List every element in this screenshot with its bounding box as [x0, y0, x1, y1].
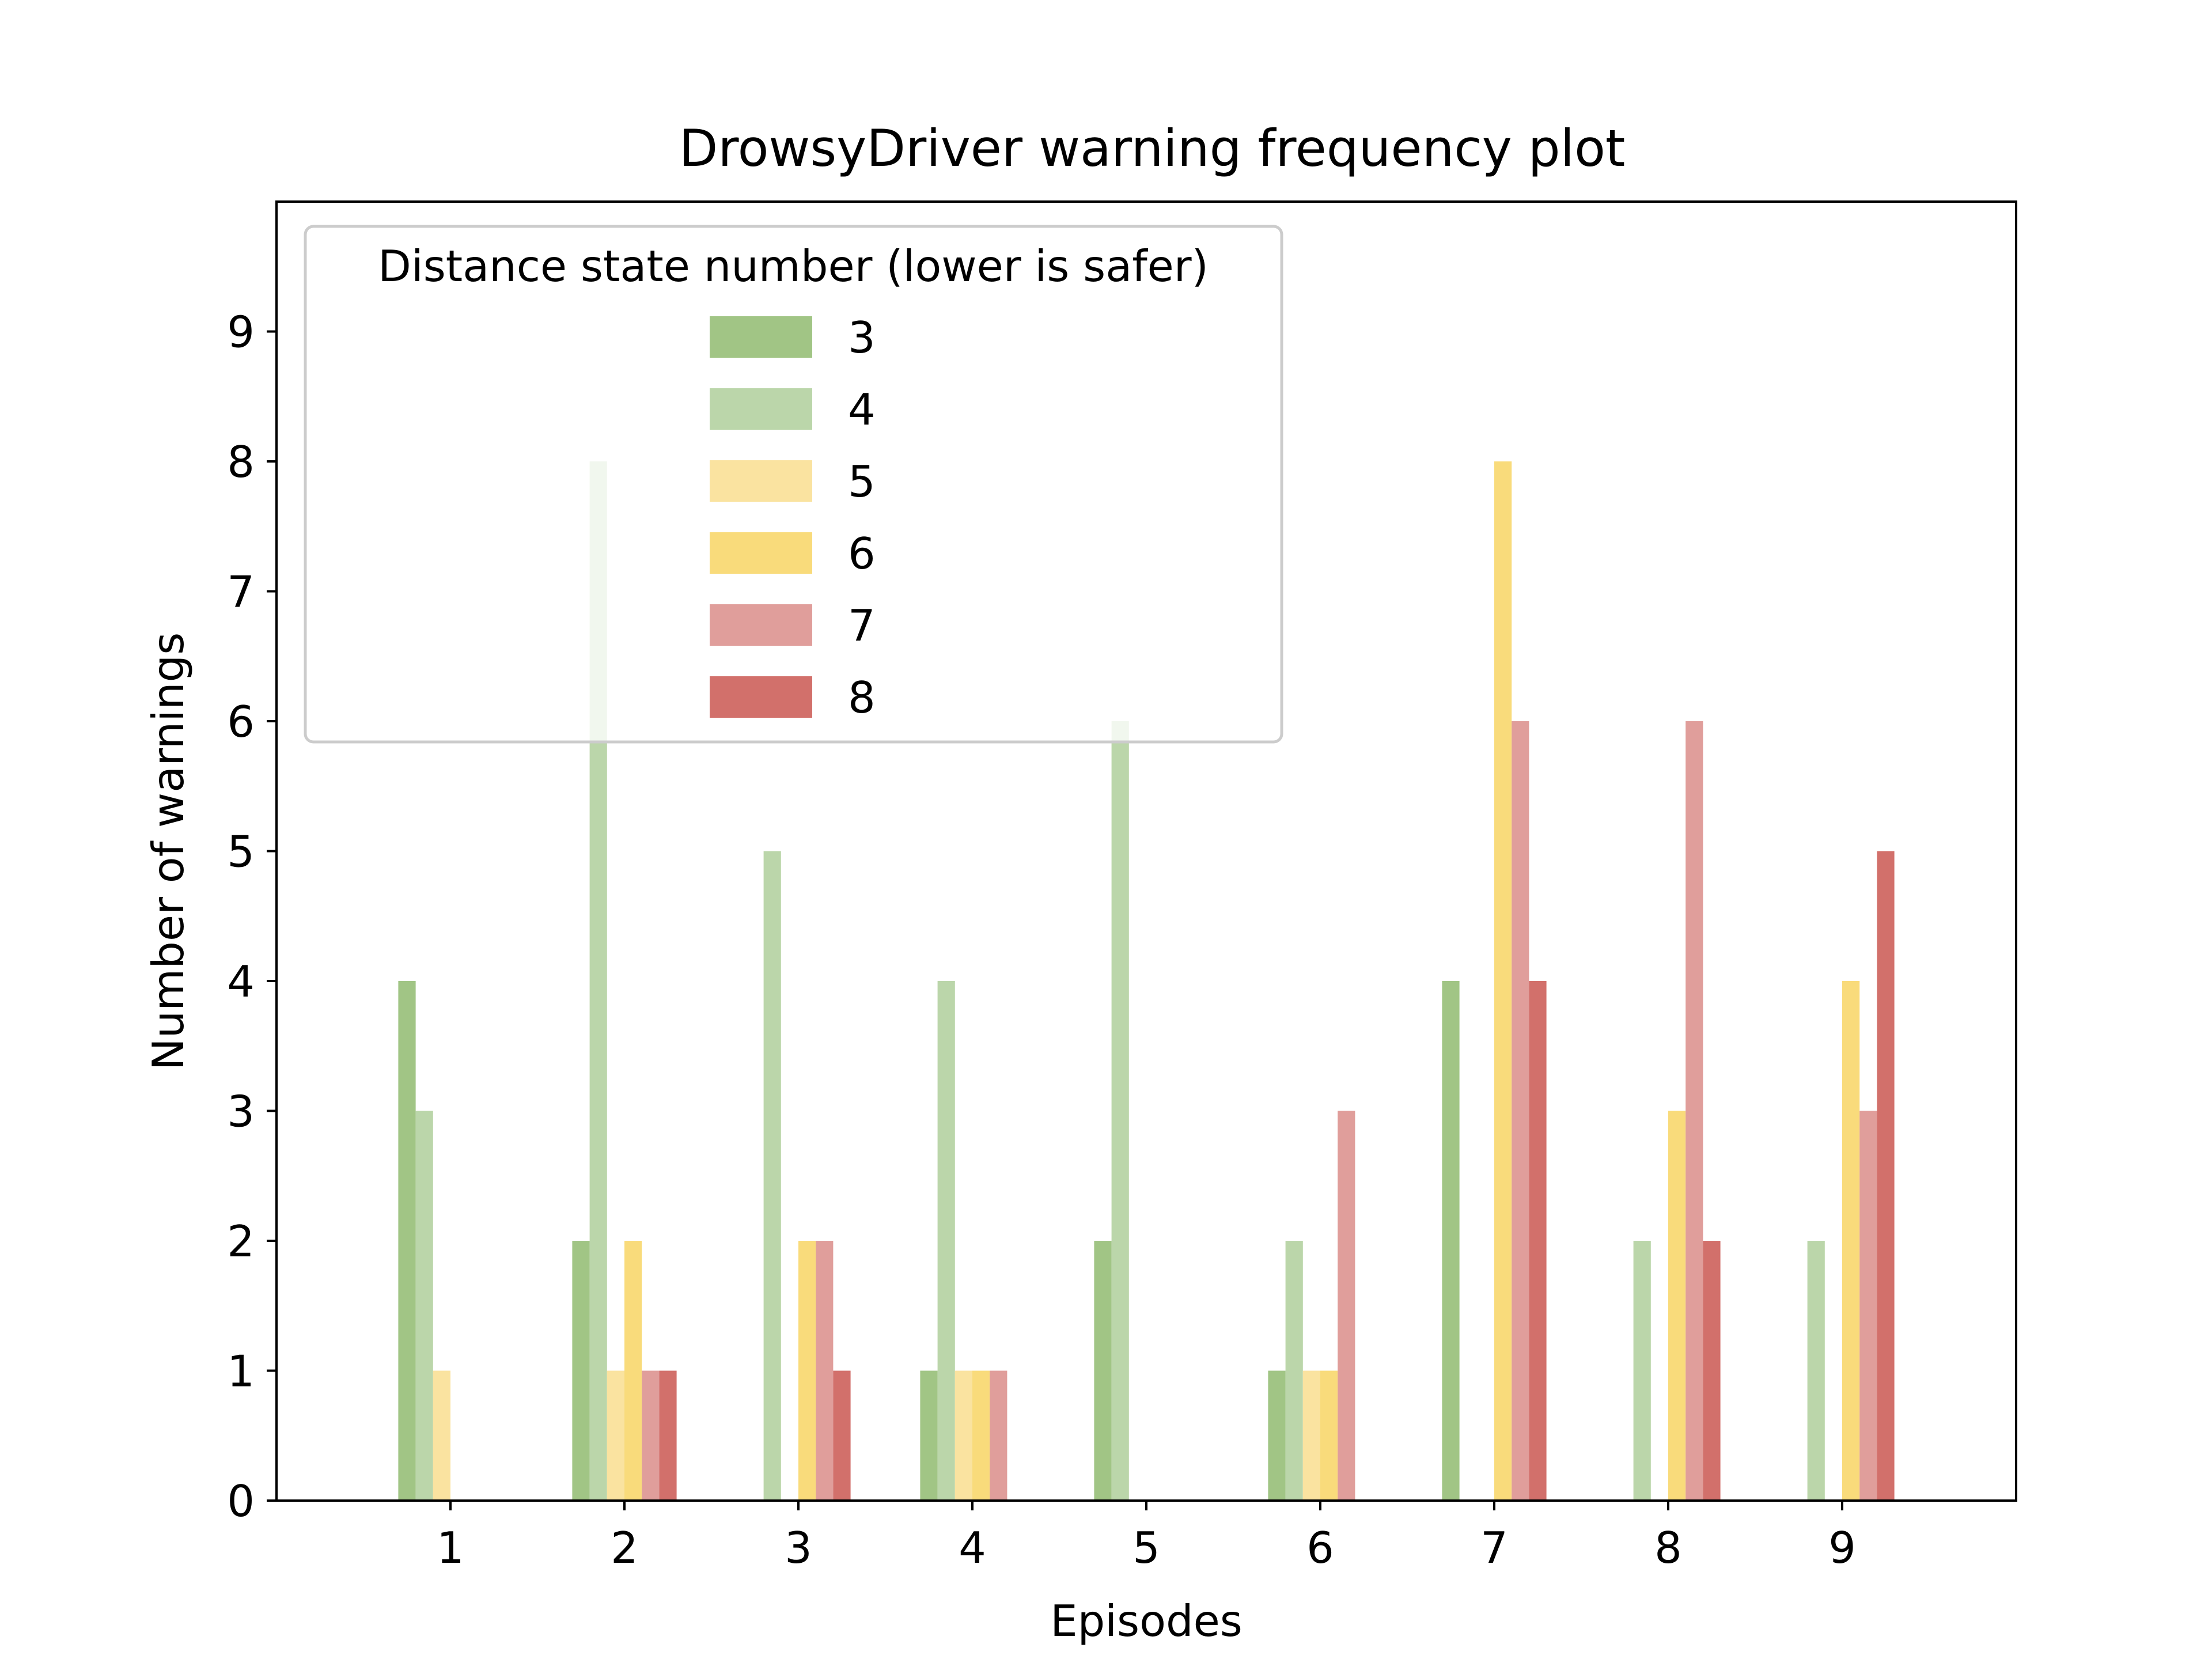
bar-episode-9-state-4	[1807, 1241, 1825, 1501]
legend-label-8: 8	[848, 672, 876, 723]
legend-label-3: 3	[848, 312, 876, 363]
y-axis-label: Number of warnings	[143, 632, 194, 1071]
x-tick-label: 2	[611, 1522, 638, 1573]
x-axis: 1 2 3 4 5 6 7 8 9	[437, 1501, 1856, 1573]
bar-episode-4-state-5	[955, 1370, 972, 1501]
bar-episode-7-state-3	[1442, 981, 1460, 1501]
bar-episode-8-state-4	[1633, 1241, 1651, 1501]
legend-label-7: 7	[848, 600, 876, 651]
y-tick-label: 9	[227, 307, 255, 358]
bar-episode-4-state-7	[990, 1370, 1007, 1501]
bar-episode-1-state-5	[433, 1370, 450, 1501]
y-axis: 0 1 2 3 4 5 6 7 8 9	[227, 307, 276, 1527]
bar-episode-3-state-7	[816, 1241, 834, 1501]
y-tick-label: 8	[227, 437, 255, 487]
y-tick-label: 5	[227, 827, 255, 877]
x-tick-label: 8	[1654, 1522, 1682, 1573]
bar-episode-6-state-3	[1268, 1370, 1286, 1501]
y-tick-label: 7	[227, 567, 255, 618]
bar-episode-8-state-7	[1685, 721, 1703, 1501]
x-tick-label: 6	[1306, 1522, 1334, 1573]
legend-label-4: 4	[848, 384, 876, 435]
x-tick-label: 1	[437, 1522, 464, 1573]
bar-episode-2-state-3	[572, 1241, 590, 1501]
bar-episode-2-state-5	[607, 1370, 624, 1501]
y-tick-label: 4	[227, 956, 255, 1007]
bar-episode-5-state-4	[1111, 721, 1129, 1501]
x-tick-label: 7	[1480, 1522, 1508, 1573]
bar-episode-9-state-6	[1842, 981, 1860, 1501]
bar-episode-8-state-8	[1703, 1241, 1721, 1501]
bar-episode-7-state-7	[1512, 721, 1529, 1501]
legend-swatch-5	[710, 460, 812, 502]
x-tick-label: 9	[1828, 1522, 1856, 1573]
x-tick-label: 5	[1132, 1522, 1160, 1573]
bar-episode-2-state-7	[642, 1370, 660, 1501]
bar-episode-2-state-8	[659, 1370, 677, 1501]
y-tick-label: 1	[227, 1346, 255, 1397]
bar-episode-6-state-7	[1338, 1111, 1355, 1501]
bar-episode-3-state-8	[833, 1370, 851, 1501]
bars-layer	[398, 461, 1895, 1501]
bar-episode-9-state-8	[1877, 851, 1895, 1501]
y-tick-label: 6	[227, 696, 255, 747]
bar-episode-4-state-6	[972, 1370, 990, 1501]
bar-episode-4-state-3	[920, 1370, 938, 1501]
legend-swatch-4	[710, 388, 812, 430]
bar-episode-6-state-4	[1285, 1241, 1303, 1501]
bar-episode-1-state-3	[398, 981, 416, 1501]
legend-swatch-3	[710, 316, 812, 358]
y-tick-label: 2	[227, 1216, 255, 1267]
bar-episode-8-state-6	[1668, 1111, 1686, 1501]
bar-episode-9-state-7	[1859, 1111, 1877, 1501]
bar-episode-1-state-4	[415, 1111, 433, 1501]
bar-episode-3-state-6	[798, 1241, 816, 1501]
x-axis-label: Episodes	[1050, 1596, 1243, 1646]
y-tick-label: 0	[227, 1476, 255, 1527]
bar-episode-4-state-4	[937, 981, 955, 1501]
legend-title: Distance state number (lower is safer)	[378, 241, 1209, 291]
legend-swatch-7	[710, 604, 812, 646]
bar-episode-7-state-8	[1529, 981, 1547, 1501]
legend: Distance state number (lower is safer) 3…	[304, 225, 1283, 744]
x-tick-label: 4	[959, 1522, 986, 1573]
bar-episode-2-state-6	[624, 1241, 642, 1501]
bar-episode-6-state-5	[1302, 1370, 1320, 1501]
bar-episode-6-state-6	[1320, 1370, 1338, 1501]
bar-episode-3-state-4	[763, 851, 781, 1501]
legend-swatch-6	[710, 532, 812, 574]
bar-episode-7-state-6	[1494, 461, 1512, 1501]
chart-title: DrowsyDriver warning frequency plot	[679, 119, 1626, 178]
legend-label-6: 6	[848, 528, 876, 579]
bar-episode-5-state-3	[1094, 1241, 1112, 1501]
legend-swatch-8	[710, 676, 812, 718]
y-tick-label: 3	[227, 1086, 255, 1137]
legend-label-5: 5	[848, 456, 876, 507]
x-tick-label: 3	[785, 1522, 812, 1573]
legend-items: 3 4 5 6 7 8	[710, 312, 876, 723]
